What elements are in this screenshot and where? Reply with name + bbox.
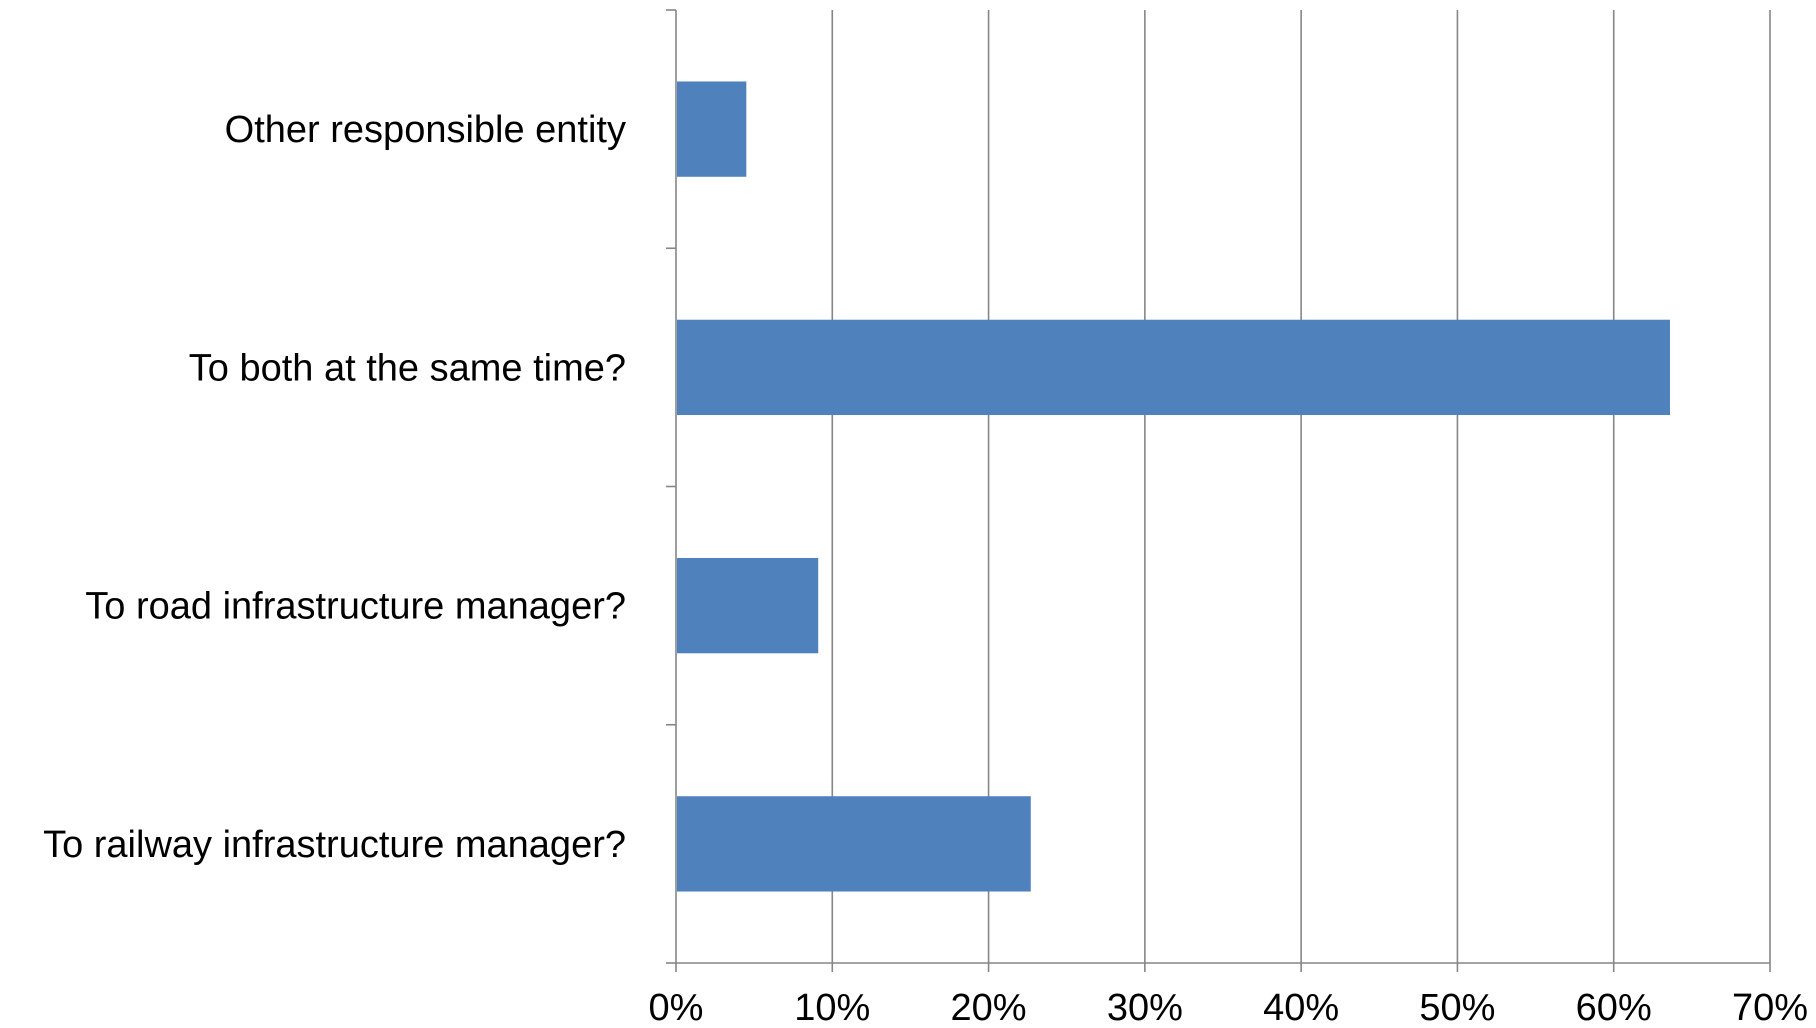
axes [666, 9, 1771, 972]
bar-2 [677, 557, 819, 654]
bar-0 [677, 81, 747, 177]
x-tick-label-0: 0% [649, 987, 704, 1028]
x-tick-label-3: 30% [1107, 987, 1183, 1028]
x-tick-label-1: 10% [794, 987, 870, 1028]
category-label-2: To road infrastructure manager? [85, 586, 626, 628]
category-label-3: To railway infrastructure manager? [43, 824, 626, 866]
category-label-1: To both at the same time? [189, 347, 626, 389]
category-label-0: Other responsible entity [225, 109, 626, 151]
x-tick-label-6: 60% [1576, 987, 1652, 1028]
bars [677, 81, 1670, 892]
x-tick-labels: 0% 10% 20% 30% 40% 50% 60% 70% [649, 987, 1808, 1028]
gridlines [831, 10, 1771, 963]
x-tick-label-4: 40% [1263, 987, 1339, 1028]
bar-1 [677, 319, 1670, 416]
bar-3 [677, 796, 1031, 892]
x-tick-label-7: 70% [1732, 987, 1808, 1028]
x-tick-label-5: 50% [1419, 987, 1495, 1028]
category-labels: Other responsible entity To both at the s… [43, 109, 626, 866]
x-tick-label-2: 20% [951, 987, 1027, 1028]
